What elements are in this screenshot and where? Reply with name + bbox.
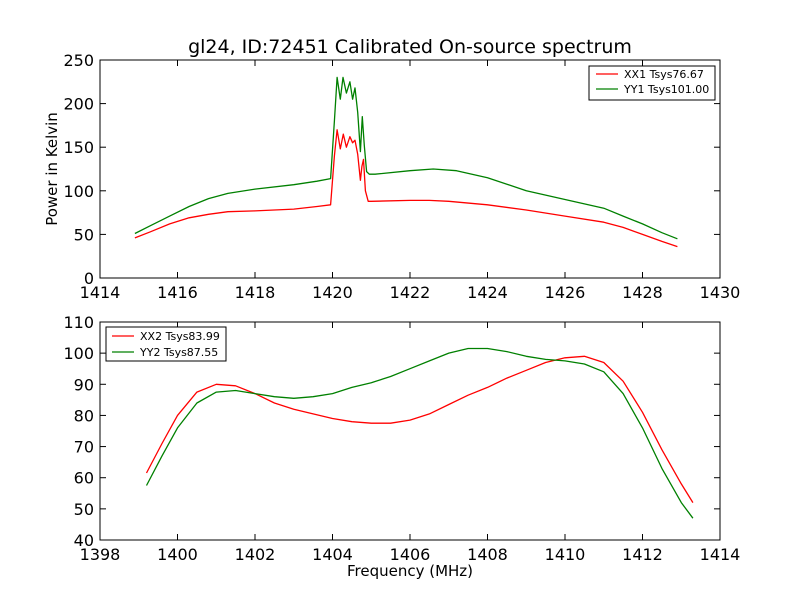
x-tick-label: 1410 <box>545 545 586 564</box>
top-ticks: 1414 1416 1418 1420 1422 1424 1426 1428 1430 0 50 1… <box>63 51 740 302</box>
x-tick-label: 1414 <box>700 545 741 564</box>
y-tick-label: 0 <box>84 269 94 288</box>
x-tick-label: 1430 <box>700 283 741 302</box>
x-tick-label: 1408 <box>467 545 508 564</box>
x-tick-label: 1416 <box>157 283 198 302</box>
y-tick-label: 90 <box>74 375 94 394</box>
y-tick-label: 80 <box>74 406 94 425</box>
y-tick-label: 200 <box>63 95 94 114</box>
y-tick-label: 250 <box>63 51 94 70</box>
series-line-xx1 <box>134 129 678 248</box>
legend-label-yy2: YY2 Tsys87.55 <box>139 346 218 359</box>
x-tick-label: 1406 <box>390 545 431 564</box>
x-tick-label: 1422 <box>390 283 431 302</box>
x-tick-label: 1400 <box>157 545 198 564</box>
x-tick-label: 1424 <box>467 283 508 302</box>
bottom-plot-area <box>145 347 694 519</box>
x-tick-label: 1418 <box>235 283 276 302</box>
chart-title: gl24, ID:72451 Calibrated On-source spec… <box>188 36 632 58</box>
legend-label-yy1: YY1 Tsys101.00 <box>623 83 709 96</box>
x-tick-label: 1412 <box>622 545 663 564</box>
bottom-ticks: 1398 1400 1402 1404 1406 1408 1410 1412 1414 40 50… <box>63 313 740 564</box>
top-plot-frame <box>99 59 721 279</box>
top-plot-area <box>134 76 678 248</box>
y-tick-label: 40 <box>74 531 94 550</box>
y-tick-label: 70 <box>74 438 94 457</box>
series-line-yy1 <box>134 76 678 240</box>
x-tick-label: 1426 <box>545 283 586 302</box>
x-tick-label: 1428 <box>622 283 663 302</box>
y-tick-label: 110 <box>63 313 94 332</box>
y-tick-label: 60 <box>74 469 94 488</box>
top-legend: XX1 Tsys76.67 YY1 Tsys101.00 <box>588 65 716 101</box>
series-line-yy2 <box>145 347 694 519</box>
legend-label-xx2: XX2 Tsys83.99 <box>140 330 220 343</box>
x-axis-label: Frequency (MHz) <box>347 562 473 580</box>
y-tick-label: 150 <box>63 138 94 157</box>
x-tick-label: 1404 <box>312 545 353 564</box>
y-tick-label: 50 <box>74 225 94 244</box>
series-line-xx2 <box>145 355 694 503</box>
bottom-plot-frame <box>99 321 721 541</box>
y-tick-label: 50 <box>74 500 94 519</box>
x-tick-label: 1398 <box>80 545 121 564</box>
top-chart: gl24, ID:72451 Calibrated On-source spec… <box>43 36 740 302</box>
y-axis-label: Power in Kelvin <box>43 112 61 226</box>
x-tick-label: 1402 <box>235 545 276 564</box>
bottom-chart: 1398 1400 1402 1404 1406 1408 1410 1412 1414 40 50… <box>63 313 740 580</box>
y-tick-label: 100 <box>63 182 94 201</box>
x-tick-label: 1414 <box>80 283 121 302</box>
bottom-legend-box <box>105 326 227 362</box>
top-legend-box <box>588 65 716 101</box>
legend-label-xx1: XX1 Tsys76.67 <box>624 68 704 81</box>
y-tick-label: 100 <box>63 344 94 363</box>
bottom-legend: XX2 Tsys83.99 YY2 Tsys87.55 <box>105 326 227 362</box>
x-tick-label: 1420 <box>312 283 353 302</box>
